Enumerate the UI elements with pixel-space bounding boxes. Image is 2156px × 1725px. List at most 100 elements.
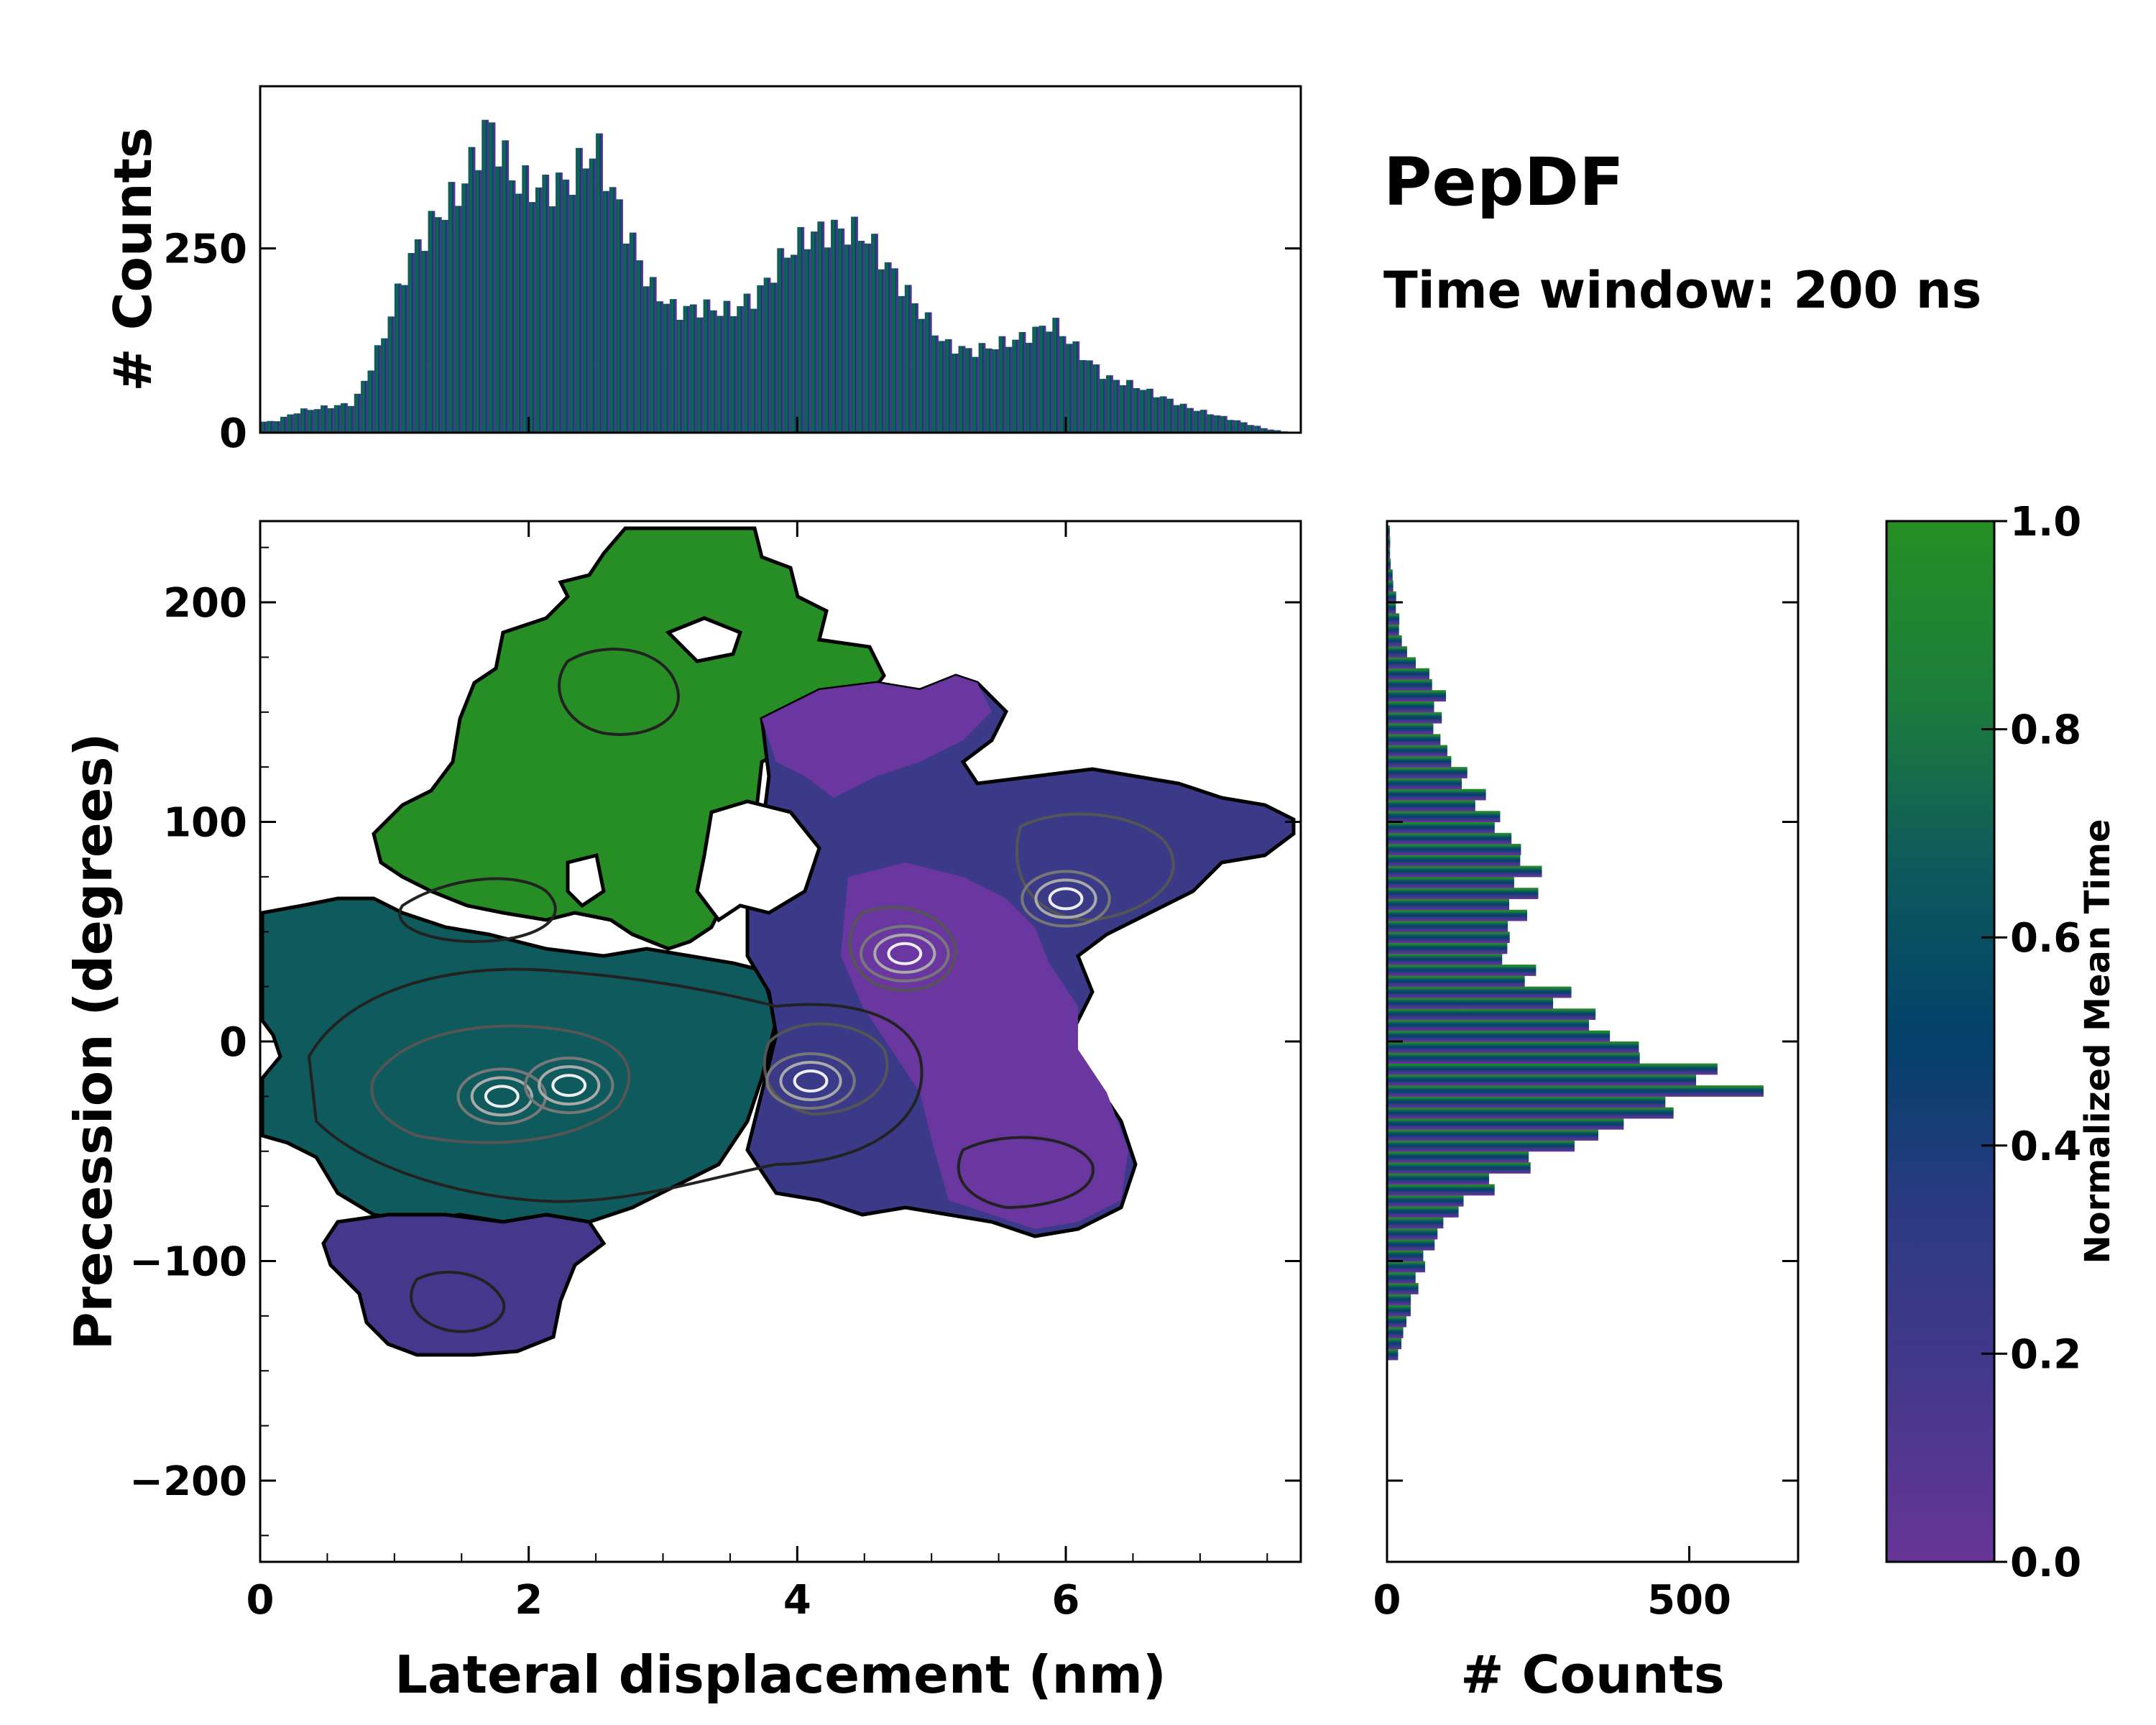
right-histogram-bar [1387,1107,1674,1119]
top-histogram-bar [1112,380,1120,433]
colorbar-ticks: 0.0 0.2 0.4 0.6 0.8 1.0 [1981,499,2081,1586]
top-histogram-bar [898,295,906,433]
top-histogram-bar [844,244,852,433]
top-histogram-bar [669,299,677,433]
right-histogram-bar [1387,920,1508,932]
top-histogram-bar [1079,359,1087,433]
right-histogram-bar [1387,613,1400,625]
top-histogram-bar [1046,331,1053,433]
top-histogram-bar [333,405,341,433]
top-ytick-label: 0 [219,410,247,457]
heatmap-hole-3 [566,852,606,908]
heatmap-hole [695,799,821,923]
top-histogram-bar [717,316,724,433]
right-histogram-ticks: 0 500 [1373,601,1798,1624]
top-histogram-bar [797,226,805,433]
right-histogram-bar [1387,811,1501,823]
colorbar-label: Normalized Mean Time [2078,819,2118,1264]
top-histogram-bar [528,202,536,433]
top-histogram-bar [381,338,388,433]
heatmap-region-upper-left [372,526,886,951]
right-histogram-bar [1387,932,1510,944]
top-histogram-bar [548,206,556,433]
top-histogram-bar [454,206,462,433]
density-peak-contour [887,942,923,965]
main-xlabel: Lateral displacement (nm) [395,1644,1166,1705]
right-histogram-bar [1387,965,1537,976]
top-histogram-bar [911,303,919,433]
top-histogram-bar [1187,408,1194,433]
top-histogram-bar [1267,429,1275,433]
top-histogram-bar [1106,375,1113,433]
right-histogram-bar [1387,624,1399,636]
top-histogram-bar [414,239,422,433]
top-histogram-bar [280,416,287,433]
right-histogram-bar [1387,1151,1529,1163]
right-histogram-bar [1387,876,1514,888]
top-histogram-bar [273,421,281,433]
top-histogram-bar [1253,426,1261,433]
top-histogram-bar [300,408,308,433]
top-histogram-bar [321,405,328,433]
top-histogram-bars [260,119,1295,433]
top-histogram-bar [729,316,737,433]
right-histogram-bar [1387,909,1527,921]
right-histogram-bar [1387,678,1432,691]
colorbar-gradient [1885,520,1996,1563]
top-histogram-bar [1005,346,1013,433]
top-histogram-bar [918,318,926,433]
top-histogram-bar [1086,360,1093,433]
top-histogram-bar [596,133,603,433]
right-histogram-bars [1387,525,1764,1361]
main-xtick-label: 6 [1052,1577,1080,1624]
right-histogram-bar [1387,1271,1416,1284]
top-histogram-bar [837,228,845,433]
right-histogram-bar [1387,788,1486,801]
top-histogram-bar [1240,422,1248,433]
top-histogram-bar [267,420,275,433]
top-histogram-bar [434,217,442,433]
top-histogram-bar [629,232,637,433]
top-histogram-bar [307,410,315,433]
top-histogram-bar [394,283,402,433]
density-peak-contour [860,924,950,983]
right-histogram-bar [1387,975,1525,988]
top-histogram-bar [831,219,838,433]
top-histogram-bar [783,257,791,433]
top-histogram-bar [964,348,972,433]
top-histogram-bar [709,310,717,433]
top-histogram-bar [515,193,522,433]
top-histogram-bar [260,421,267,433]
right-histogram-bar [1387,569,1393,581]
contour-mid-2 [763,1022,889,1116]
right-histogram-bar [1387,525,1390,537]
right-histogram-bar [1387,591,1396,603]
top-histogram-bar [609,187,617,433]
top-histogram-bar [1233,420,1241,433]
top-histogram-bar [891,268,898,433]
colorbar-tick-label: 0.0 [2010,1540,2081,1586]
top-histogram-bar [696,317,704,433]
top-histogram-bar [1119,385,1127,433]
top-histogram-bar [683,305,691,433]
right-histogram-xlabel: # Counts [1460,1644,1725,1705]
contour-lower-left [410,1271,506,1333]
top-histogram-bar [622,243,630,433]
top-histogram-bar [978,343,986,433]
right-histogram-bar [1387,822,1495,834]
right-histogram-bar [1387,1173,1489,1185]
top-histogram-bar [482,119,489,433]
right-histogram-bar [1387,1085,1764,1097]
top-histogram-bar [1099,379,1107,433]
right-histogram-bar [1387,657,1416,669]
heatmap-hole-2 [665,616,743,663]
right-histogram-bar [1387,855,1521,867]
right-histogram-bar [1387,1305,1411,1317]
right-histogram-bar [1387,942,1508,954]
top-histogram-bar [1012,339,1020,433]
density-contours [307,648,1175,1333]
density-peak-contour [793,1069,829,1092]
right-histogram-bar [1387,690,1447,702]
right-histogram-bar [1387,1195,1464,1207]
right-histogram-bar [1387,1129,1599,1141]
